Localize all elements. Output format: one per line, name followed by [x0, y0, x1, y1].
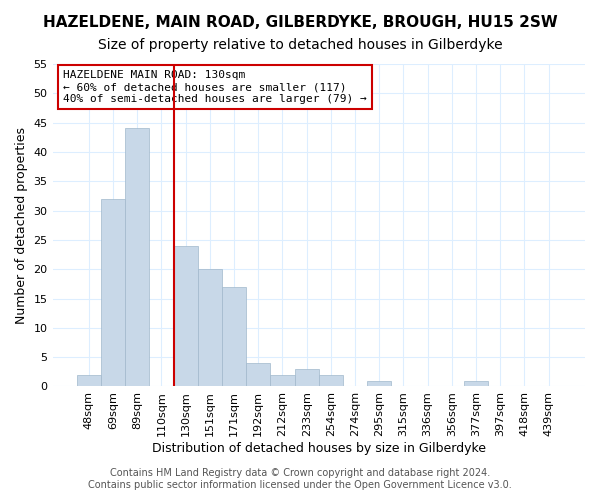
Bar	[271, 374, 295, 386]
Bar	[464, 380, 488, 386]
Text: HAZELDENE, MAIN ROAD, GILBERDYKE, BROUGH, HU15 2SW: HAZELDENE, MAIN ROAD, GILBERDYKE, BROUGH…	[43, 15, 557, 30]
Bar	[222, 287, 246, 386]
Bar	[125, 128, 149, 386]
Text: HAZELDENE MAIN ROAD: 130sqm
← 60% of detached houses are smaller (117)
40% of se: HAZELDENE MAIN ROAD: 130sqm ← 60% of det…	[63, 70, 367, 104]
Bar	[319, 374, 343, 386]
Text: Size of property relative to detached houses in Gilberdyke: Size of property relative to detached ho…	[98, 38, 502, 52]
Bar	[101, 199, 125, 386]
Bar	[198, 269, 222, 386]
Bar	[295, 369, 319, 386]
Bar	[77, 374, 101, 386]
Y-axis label: Number of detached properties: Number of detached properties	[15, 126, 28, 324]
Bar	[173, 246, 198, 386]
Text: Contains HM Land Registry data © Crown copyright and database right 2024.
Contai: Contains HM Land Registry data © Crown c…	[88, 468, 512, 490]
X-axis label: Distribution of detached houses by size in Gilberdyke: Distribution of detached houses by size …	[152, 442, 486, 455]
Bar	[246, 363, 271, 386]
Bar	[367, 380, 391, 386]
